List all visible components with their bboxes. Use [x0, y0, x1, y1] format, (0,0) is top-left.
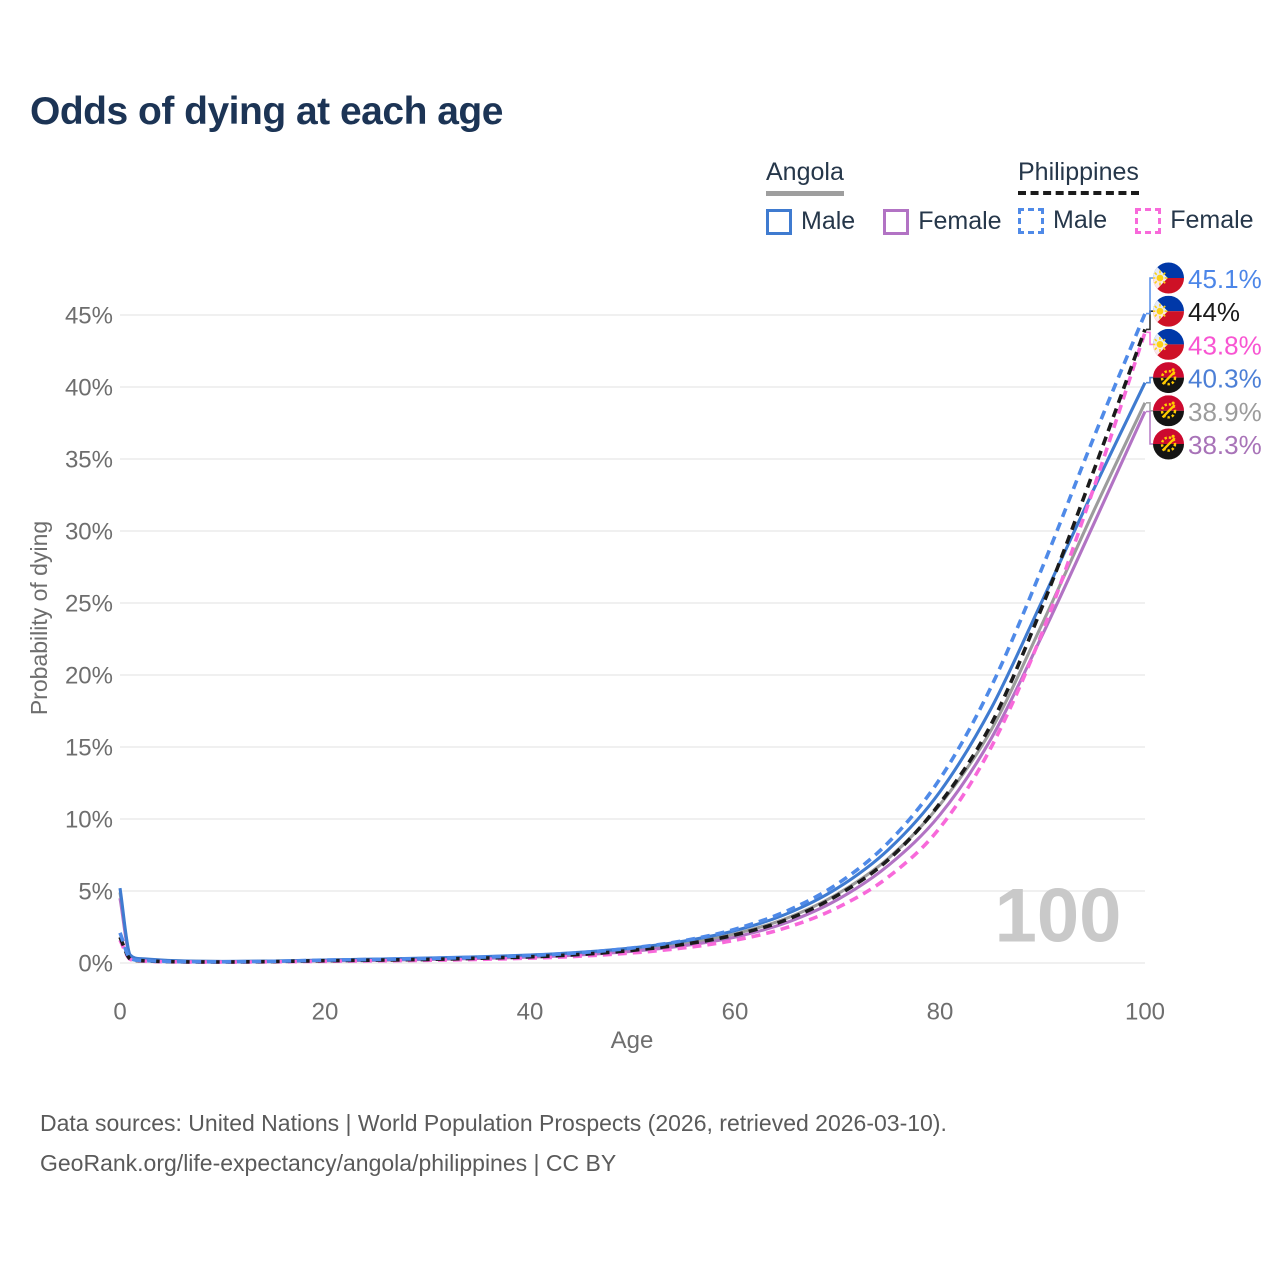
connector-angola-both-sexes — [1146, 401, 1153, 412]
footer-data-sources: Data sources: United Nations | World Pop… — [40, 1110, 947, 1136]
legend-country-angola[interactable]: Angola — [766, 158, 844, 196]
x-tick-40: 40 — [517, 999, 544, 1026]
checkbox-angola-male-icon[interactable] — [766, 208, 792, 235]
y-tick-25: 25% — [65, 591, 113, 618]
y-tick-20: 20% — [65, 663, 113, 690]
flag-icon-angola — [1153, 428, 1184, 460]
x-axis-tick-labels: 0 20 40 60 80 100 — [113, 999, 1165, 1026]
y-tick-45: 45% — [65, 303, 113, 330]
gridlines — [120, 314, 1145, 964]
series-lines — [118, 312, 1147, 964]
legend-item-angola-female[interactable]: Female — [883, 207, 1002, 236]
end-label-angola-both-sexes: 38.9% — [1153, 395, 1262, 427]
legend-item-angola-male[interactable]: Male — [766, 207, 855, 236]
x-tick-0: 0 — [113, 999, 126, 1026]
end-label-philippines-female: 43.8% — [1153, 328, 1262, 360]
legend: Angola Male Female Philippines Male — [0, 158, 1280, 248]
y-tick-40: 40% — [65, 375, 113, 402]
series-line-angola-both-sexes[interactable] — [118, 402, 1147, 964]
legend-label-philippines-male: Male — [1053, 206, 1108, 234]
page-title: Odds of dying at each age — [30, 90, 503, 133]
end-label-connectors — [1146, 277, 1153, 445]
legend-item-philippines-male[interactable]: Male — [1018, 206, 1107, 235]
end-label-philippines-male: 45.1% — [1153, 262, 1262, 294]
checkbox-angola-female-icon[interactable] — [883, 208, 910, 235]
end-label-value-angola-male: 40.3% — [1188, 364, 1262, 394]
legend-country-philippines[interactable]: Philippines — [1018, 158, 1139, 195]
end-label-value-angola-both-sexes: 38.9% — [1188, 397, 1262, 427]
x-tick-60: 60 — [722, 999, 749, 1026]
checkbox-philippines-female-icon[interactable] — [1135, 207, 1162, 234]
y-tick-35: 35% — [65, 447, 113, 474]
legend-label-angola-male: Male — [801, 207, 856, 235]
end-label-value-philippines-male: 45.1% — [1188, 264, 1262, 294]
end-label-value-angola-female: 38.3% — [1188, 430, 1262, 460]
series-line-philippines-both-sexes[interactable] — [118, 328, 1147, 964]
y-axis-tick-labels: 0% 5% 10% 15% 20% 25% 30% 35% 40% 45% — [65, 303, 113, 978]
flag-icon-philippines — [1153, 262, 1184, 294]
series-line-angola-male[interactable] — [118, 382, 1147, 963]
legend-label-angola-female: Female — [918, 207, 1002, 235]
end-label-value-philippines-both-sexes: 44% — [1188, 297, 1240, 327]
flag-icon-philippines — [1153, 328, 1184, 360]
flag-icon-angola — [1153, 395, 1184, 427]
y-tick-0: 0% — [78, 951, 113, 978]
footer-attribution: GeoRank.org/life-expectancy/angola/phili… — [40, 1150, 617, 1176]
end-label-value-philippines-female: 43.8% — [1188, 330, 1262, 360]
connector-philippines-female — [1146, 331, 1153, 346]
x-tick-20: 20 — [312, 999, 339, 1026]
y-tick-5: 5% — [78, 879, 113, 906]
legend-item-philippines-female[interactable]: Female — [1135, 206, 1254, 235]
legend-group-angola: Angola Male Female — [766, 158, 1002, 236]
y-tick-15: 15% — [65, 735, 113, 762]
series-line-philippines-male[interactable] — [118, 312, 1147, 964]
x-axis-title: Age — [611, 1027, 654, 1054]
y-axis-title: Probability of dying — [26, 521, 52, 715]
connector-angola-male — [1146, 376, 1153, 384]
x-tick-100: 100 — [1125, 999, 1165, 1026]
x-tick-80: 80 — [927, 999, 954, 1026]
flag-icon-angola — [1153, 362, 1184, 394]
series-line-angola-female[interactable] — [118, 410, 1147, 964]
end-label-angola-male: 40.3% — [1153, 362, 1262, 394]
series-line-philippines-female[interactable] — [118, 331, 1147, 964]
connector-philippines-male — [1146, 277, 1153, 315]
end-label-philippines-both-sexes: 44% — [1153, 295, 1240, 327]
legend-group-philippines: Philippines Male Female — [1018, 158, 1254, 235]
watermark: 100 — [995, 874, 1122, 959]
flag-icon-philippines — [1153, 295, 1184, 327]
legend-label-philippines-female: Female — [1170, 206, 1254, 234]
y-tick-30: 30% — [65, 519, 113, 546]
y-tick-10: 10% — [65, 807, 113, 834]
end-label-angola-female: 38.3% — [1153, 428, 1262, 460]
checkbox-philippines-male-icon[interactable] — [1018, 207, 1044, 234]
connector-philippines-both-sexes — [1146, 310, 1153, 331]
connector-angola-female — [1146, 410, 1153, 445]
end-labels: 38.9%38.3% 40.3% 43.8%44%45.1% — [1153, 262, 1262, 460]
